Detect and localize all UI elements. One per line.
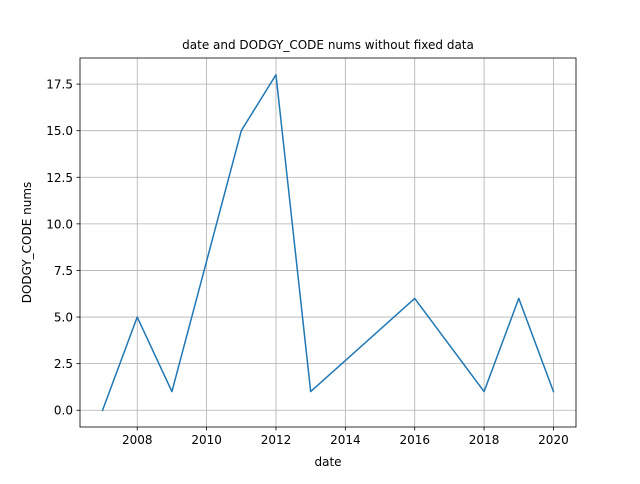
chart-title: date and DODGY_CODE nums without fixed d… [182, 38, 474, 52]
x-axis-label: date [314, 455, 341, 469]
x-tick-label: 2016 [399, 433, 430, 447]
y-tick-label: 10.0 [46, 217, 73, 231]
x-tick-label: 2018 [469, 433, 500, 447]
x-axis-ticks: 2008 2010 2012 2014 2016 2018 2020 [122, 427, 569, 447]
grid [80, 58, 576, 427]
y-tick-label: 17.5 [46, 78, 73, 92]
y-axis-ticks: 0.0 2.5 5.0 7.5 10.0 12.5 15.0 17.5 [46, 78, 80, 418]
y-tick-label: 2.5 [54, 357, 73, 371]
y-tick-label: 5.0 [54, 311, 73, 325]
y-axis-label: DODGY_CODE nums [20, 182, 34, 304]
x-tick-label: 2014 [330, 433, 361, 447]
x-tick-label: 2020 [538, 433, 569, 447]
series-line [101, 74, 555, 412]
y-tick-label: 12.5 [46, 171, 73, 185]
x-tick-label: 2012 [261, 433, 292, 447]
y-tick-label: 0.0 [54, 404, 73, 418]
series-layer [101, 74, 555, 412]
plot-frame [79, 57, 577, 428]
y-tick-label: 7.5 [54, 264, 73, 278]
y-tick-label: 15.0 [46, 124, 73, 138]
x-tick-label: 2010 [191, 433, 222, 447]
x-tick-label: 2008 [122, 433, 153, 447]
